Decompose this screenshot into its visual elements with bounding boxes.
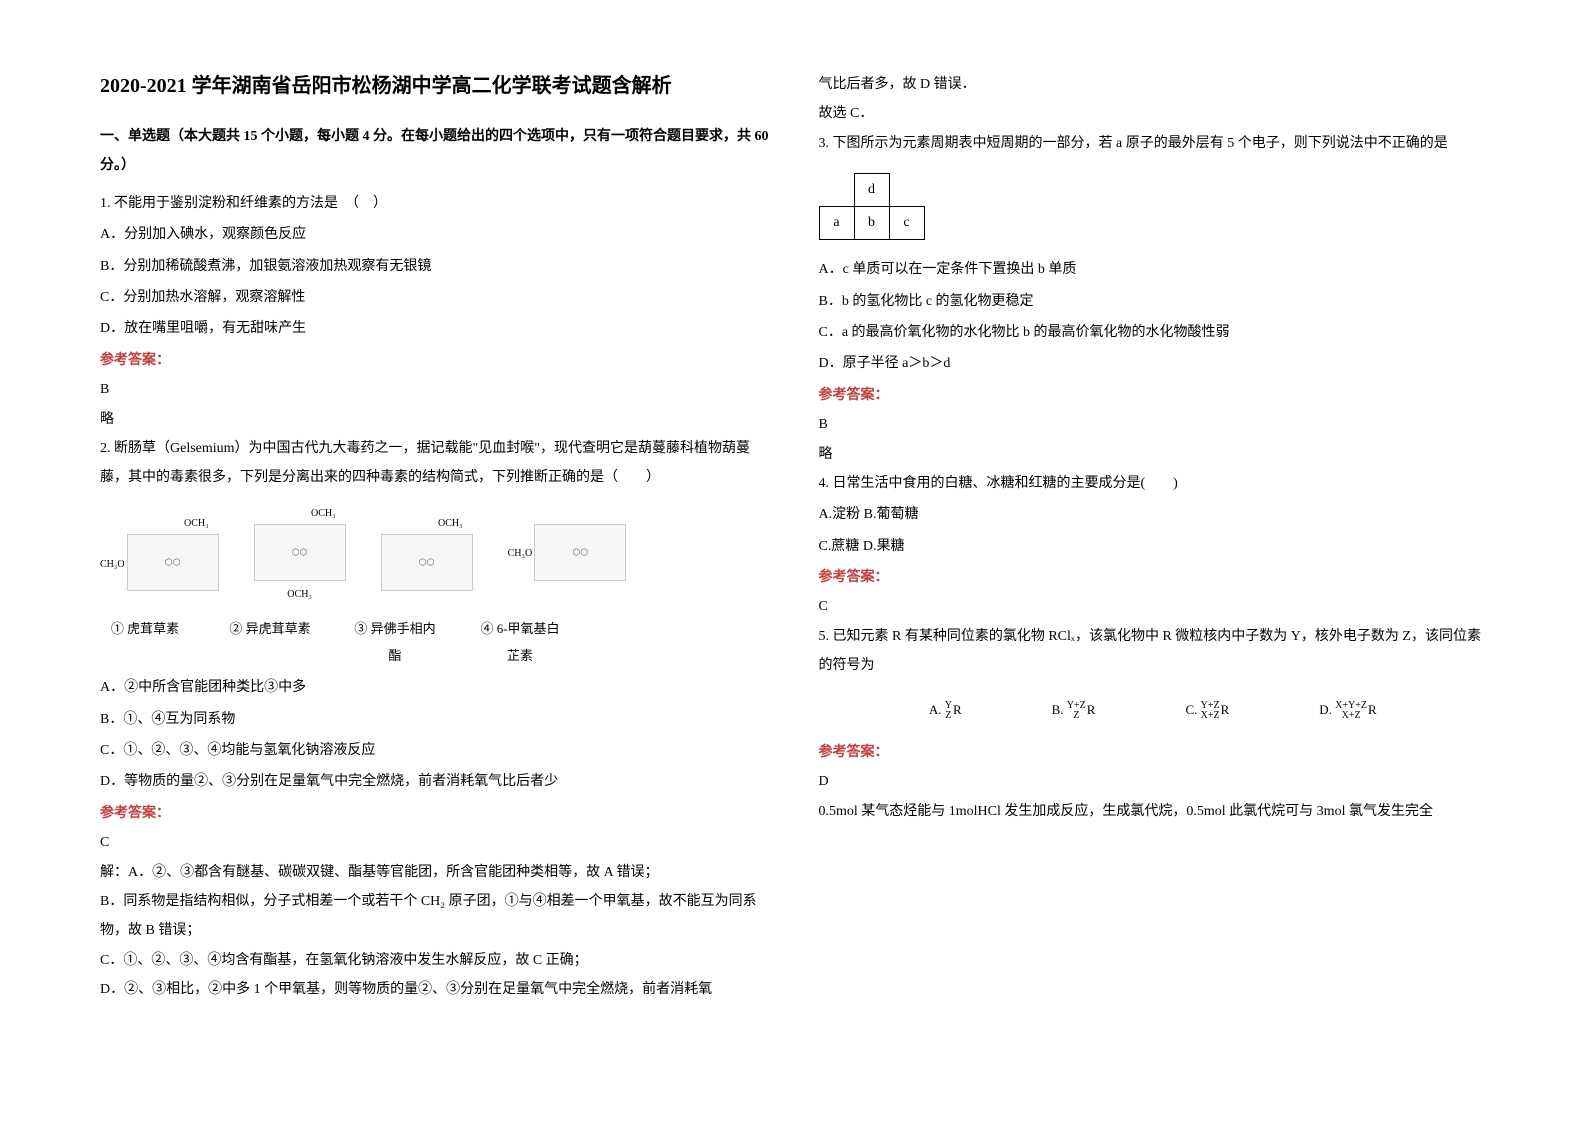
q1-stem: 1. 不能用于鉴别淀粉和纤维素的方法是 （ ）	[100, 189, 769, 218]
q4-stem: 4. 日常生活中食用的白糖、冰糖和红糖的主要成分是( )	[819, 469, 1488, 498]
cap1: ① 虎茸草素	[100, 615, 190, 670]
q1-answer-label: 参考答案：	[100, 346, 769, 375]
q5-optA: A. YZR	[929, 696, 962, 723]
cell-b: b	[854, 207, 889, 240]
q4-answer-label: 参考答案：	[819, 563, 1488, 592]
q3-optC: C．a 的最高价氧化物的水化物比 b 的最高价氧化物的水化物酸性弱	[819, 318, 1488, 347]
mol2-bot: OCH₃	[254, 584, 346, 605]
q4-answer: C	[819, 592, 1488, 621]
q5-optD: D. X+Y+ZX+ZR	[1319, 696, 1376, 723]
structure-placeholder-3: ⬡⬡	[381, 534, 473, 591]
q1-note: 略	[100, 405, 769, 434]
mol-1: OCH₃ CH₃O ⬡⬡	[100, 513, 219, 594]
q2-answer-label: 参考答案：	[100, 799, 769, 828]
mol2-top: OCH₃	[254, 503, 346, 524]
cell-d: d	[854, 174, 889, 207]
cell-a: a	[819, 207, 854, 240]
q4-optCD: C.蔗糖 D.果糖	[819, 532, 1488, 561]
q3-stem: 3. 下图所示为元素周期表中短周期的一部分，若 a 原子的最外层有 5 个电子，…	[819, 129, 1488, 158]
mol3-top: OCH₃	[381, 513, 473, 534]
cell-c: c	[889, 207, 924, 240]
mol-3: OCH₃ ⬡⬡	[381, 513, 473, 594]
q3-optA: A．c 单质可以在一定条件下置换出 b 单质	[819, 255, 1488, 284]
q2-expA: 解：A．②、③都含有醚基、碳碳双键、酯基等官能团，所含官能团种类相等，故 A 错…	[100, 858, 769, 887]
right-column: 气比后者多，故 D 错误． 故选 C． 3. 下图所示为元素周期表中短周期的一部…	[819, 70, 1488, 1005]
q1-optB: B．分别加稀硫酸煮沸，加银氨溶液加热观察有无银镜	[100, 252, 769, 281]
q5-answer: D	[819, 767, 1488, 796]
q2-conclusion: 故选 C．	[819, 99, 1488, 128]
q2-captions: ① 虎茸草素 ② 异虎茸草素 ③ 异佛手相内酯 ④ 6-甲氧基白芷素	[100, 615, 769, 670]
q3-answer: B	[819, 410, 1488, 439]
q2-expC: C．①、②、③、④均含有酯基，在氢氧化钠溶液中发生水解反应，故 C 正确；	[100, 946, 769, 975]
q3-optB: B．b 的氢化物比 c 的氢化物更稳定	[819, 287, 1488, 316]
exam-title: 2020-2021 学年湖南省岳阳市松杨湖中学高二化学联考试题含解析	[100, 70, 769, 102]
q1-optC: C．分别加热水溶解，观察溶解性	[100, 283, 769, 312]
q4-optAB: A.淀粉 B.葡萄糖	[819, 500, 1488, 529]
q3-answer-label: 参考答案：	[819, 381, 1488, 410]
periodic-fragment: d a b c	[819, 173, 925, 240]
q2-optC: C．①、②、③、④均能与氢氧化钠溶液反应	[100, 736, 769, 765]
q2-stem: 2. 断肠草（Gelsemium）为中国古代九大毒药之一，据记载能"见血封喉"，…	[100, 434, 769, 493]
q1-optD: D．放在嘴里咀嚼，有无甜味产生	[100, 314, 769, 343]
cap4: ④ 6-甲氧基白芷素	[475, 615, 565, 670]
q1-answer: B	[100, 375, 769, 404]
q2-optB: B．①、④互为同系物	[100, 705, 769, 734]
q2-structures: OCH₃ CH₃O ⬡⬡ OCH₃ ⬡⬡ OCH₃ OCH₃ ⬡⬡ CH₃O ⬡…	[100, 503, 769, 605]
q2-expD-cont: 气比后者多，故 D 错误．	[819, 70, 1488, 99]
structure-placeholder-4: ⬡⬡	[534, 524, 626, 581]
q2-expB: B．同系物是指结构相似，分子式相差一个或若干个 CH₂ 原子团，①与④相差一个甲…	[100, 887, 769, 946]
q5-stem: 5. 已知元素 R 有某种同位素的氯化物 RClₓ，该氯化物中 R 微粒核内中子…	[819, 622, 1488, 681]
q2-optA: A．②中所含官能团种类比③中多	[100, 673, 769, 702]
q2-expD: D．②、③相比，②中多 1 个甲氧基，则等物质的量②、③分别在足量氧气中完全燃烧…	[100, 975, 769, 1004]
structure-placeholder-2: ⬡⬡	[254, 524, 346, 581]
mol1-top: OCH₃	[100, 513, 219, 534]
part1-heading: 一、单选题（本大题共 15 个小题，每小题 4 分。在每小题给出的四个选项中，只…	[100, 122, 769, 181]
q3-optD: D．原子半径 a＞b＞d	[819, 349, 1488, 378]
mol4-side: CH₃O	[508, 543, 533, 564]
q1-optA: A．分别加入碘水，观察颜色反应	[100, 220, 769, 249]
mol-4: CH₃O ⬡⬡	[508, 524, 627, 584]
q5-answer-label: 参考答案：	[819, 738, 1488, 767]
structure-placeholder-1: ⬡⬡	[127, 534, 219, 591]
mol-2: OCH₃ ⬡⬡ OCH₃	[254, 503, 346, 605]
q5-optB: B. Y+ZZR	[1052, 696, 1096, 723]
left-column: 2020-2021 学年湖南省岳阳市松杨湖中学高二化学联考试题含解析 一、单选题…	[100, 70, 769, 1005]
q2-optD: D．等物质的量②、③分别在足量氧气中完全燃烧，前者消耗氧气比后者少	[100, 767, 769, 796]
cap2: ② 异虎茸草素	[225, 615, 315, 670]
q3-note: 略	[819, 440, 1488, 469]
q2-answer: C	[100, 828, 769, 857]
q5-optC: C. Y+ZX+ZR	[1185, 696, 1229, 723]
q5-tail: 0.5mol 某气态烃能与 1molHCl 发生加成反应，生成氯代烷，0.5mo…	[819, 797, 1488, 826]
q5-options: A. YZR B. Y+ZZR C. Y+ZX+ZR D. X+Y+ZX+ZR	[819, 696, 1488, 723]
mol1-side: CH₃O	[100, 554, 125, 575]
cap3: ③ 异佛手相内酯	[350, 615, 440, 670]
